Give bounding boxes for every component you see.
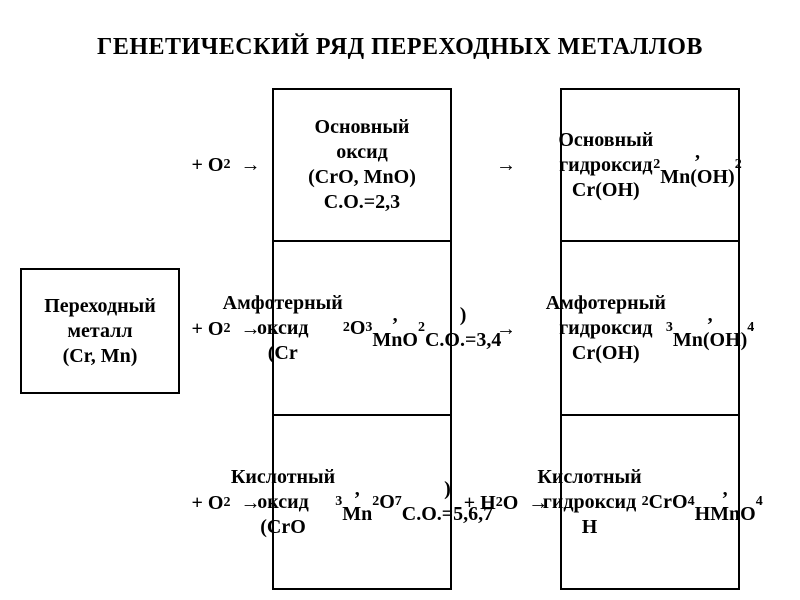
hydroxide-acidic: КислотныйгидроксидH2CrO4,HMnO4 (560, 416, 740, 590)
hydroxide-amphoteric: АмфотерныйгидроксидCr(OH)3,Mn(OH)4 (560, 242, 740, 416)
diagram-row: + O2 → Кислотныйоксид(CrO3,Mn2O7)С.О.=5,… (20, 416, 780, 590)
oxide-amphoteric: Амфотерныйоксид(Cr2O3,MnO2)С.О.=3,4 (272, 242, 452, 416)
diagram-grid: + O2 → Основныйоксид(CrO, MnO)С.О.=2,3 →… (20, 88, 780, 590)
connector-arrow: → (452, 242, 560, 416)
oxide-basic: Основныйоксид(CrO, MnO)С.О.=2,3 (272, 88, 452, 242)
connector-arrow: → (452, 88, 560, 242)
connector-o2: + O2 → (180, 88, 272, 242)
metal-placeholder (20, 88, 180, 242)
page-title: ГЕНЕТИЧЕСКИЙ РЯД ПЕРЕХОДНЫХ МЕТАЛЛОВ (0, 34, 800, 61)
diagram-row: + O2 → Основныйоксид(CrO, MnO)С.О.=2,3 →… (20, 88, 780, 242)
hydroxide-basic: ОсновныйгидроксидCr(OH)2,Mn(OH)2 (560, 88, 740, 242)
oxide-acidic: Кислотныйоксид(CrO3,Mn2O7)С.О.=5,6,7 (272, 416, 452, 590)
metal-box: Переходныйметалл(Cr, Mn) (20, 268, 180, 394)
metal-placeholder (20, 416, 180, 590)
